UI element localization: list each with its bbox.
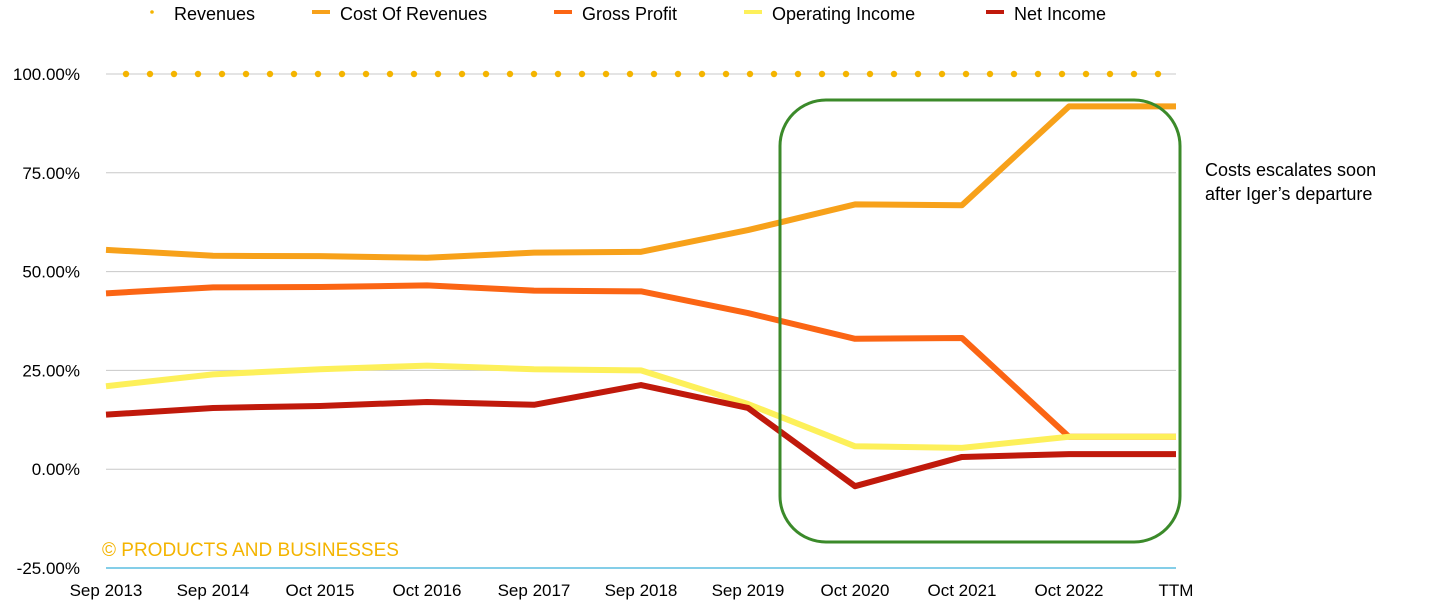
cost-of-revenues-line [105, 103, 1176, 261]
x-tick-label: Oct 2016 [393, 581, 462, 600]
revenues-point [218, 70, 226, 78]
legend-label-cost-of-revenues: Cost Of Revenues [340, 4, 487, 24]
revenues-point [530, 70, 538, 78]
legend-label-gross-profit: Gross Profit [582, 4, 677, 24]
revenues-point [722, 70, 730, 78]
revenues-point [650, 70, 658, 78]
revenues-point [1130, 70, 1138, 78]
revenues-point [290, 70, 298, 78]
y-tick-label: 0.00% [32, 460, 80, 479]
x-tick-label: Sep 2017 [498, 581, 571, 600]
revenues-point [1058, 70, 1066, 78]
operating-income-line [105, 362, 1176, 451]
revenues-point [1106, 70, 1114, 78]
revenues-point [602, 70, 610, 78]
revenues-point [818, 70, 826, 78]
x-tick-label: Oct 2021 [928, 581, 997, 600]
revenues-point [914, 70, 922, 78]
revenues-point [938, 70, 946, 78]
x-tick-label: Sep 2018 [605, 581, 678, 600]
revenues-point [1154, 70, 1162, 78]
annotation-line-2: after Iger’s departure [1205, 184, 1372, 204]
x-axis-ticks: Sep 2013 Sep 2014 Oct 2015 Oct 2016 Sep 2017… [70, 581, 1194, 600]
revenues-point [578, 70, 586, 78]
legend-swatch-revenues [150, 10, 154, 14]
revenues-point [362, 70, 370, 78]
y-tick-label: 75.00% [22, 164, 80, 183]
y-tick-label: 100.00% [13, 65, 80, 84]
x-tick-label: Sep 2014 [177, 581, 250, 600]
series-lines [105, 70, 1176, 490]
revenues-point [194, 70, 202, 78]
gridlines [106, 73, 1176, 569]
revenues-point [242, 70, 250, 78]
revenues-point [986, 70, 994, 78]
revenues-point [434, 70, 442, 78]
revenues-point [458, 70, 466, 78]
x-tick-label: Oct 2020 [821, 581, 890, 600]
revenues-point [1082, 70, 1090, 78]
revenues-point [482, 70, 490, 78]
x-tick-label: Sep 2013 [70, 581, 143, 600]
revenues-point [1010, 70, 1018, 78]
y-tick-label: 50.00% [22, 263, 80, 282]
legend: Revenues Cost Of Revenues Gross Profit Oper… [150, 4, 1106, 24]
revenues-point [842, 70, 850, 78]
x-tick-label: TTM [1159, 581, 1194, 600]
y-tick-label: 25.00% [22, 361, 80, 380]
revenues-point [674, 70, 682, 78]
revenues-point [890, 70, 898, 78]
revenues-point [770, 70, 778, 78]
revenues-point [794, 70, 802, 78]
revenues-point [962, 70, 970, 78]
x-tick-label: Oct 2022 [1035, 581, 1104, 600]
gross-profit-line [105, 282, 1176, 440]
revenues-point [314, 70, 322, 78]
revenues-point [266, 70, 274, 78]
legend-label-revenues: Revenues [174, 4, 255, 24]
revenues-point [410, 70, 418, 78]
revenues-point [338, 70, 346, 78]
revenues-point [746, 70, 754, 78]
highlight-box [778, 98, 1182, 544]
revenues-point [554, 70, 562, 78]
revenues-point [170, 70, 178, 78]
legend-label-net-income: Net Income [1014, 4, 1106, 24]
revenues-point [386, 70, 394, 78]
y-tick-label: -25.00% [17, 559, 80, 578]
y-axis-ticks: 100.00% 75.00% 50.00% 25.00% 0.00% -25.00% [13, 65, 80, 578]
net-income-line [105, 382, 1176, 490]
revenues-point [122, 70, 130, 78]
annotation-line-1: Costs escalates soon [1205, 160, 1376, 180]
watermark-text: © PRODUCTS AND BUSINESSES [102, 540, 399, 561]
revenues-point [1034, 70, 1042, 78]
revenues-point [866, 70, 874, 78]
x-tick-label: Sep 2019 [712, 581, 785, 600]
revenues-point [146, 70, 154, 78]
legend-label-operating-income: Operating Income [772, 4, 915, 24]
revenues-point [626, 70, 634, 78]
revenues-point [506, 70, 514, 78]
revenues-point [698, 70, 706, 78]
x-tick-label: Oct 2015 [286, 581, 355, 600]
